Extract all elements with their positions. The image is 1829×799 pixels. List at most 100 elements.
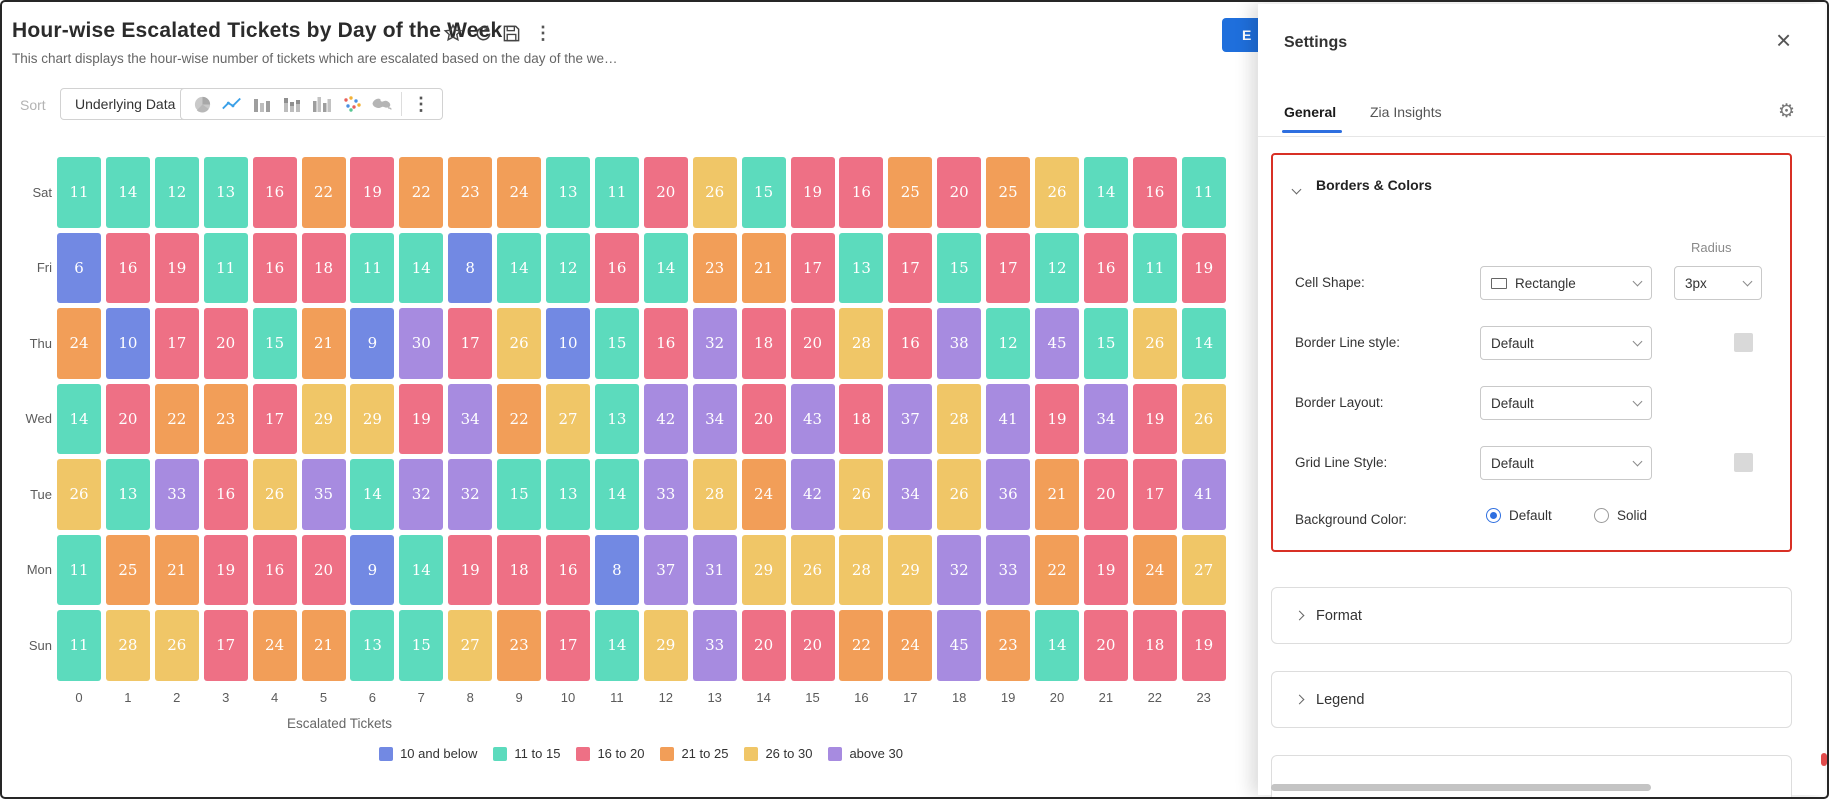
heatmap-cell[interactable]: 13	[546, 157, 590, 228]
heatmap-cell[interactable]: 28	[105, 610, 150, 681]
heatmap-cell[interactable]: 14	[350, 459, 395, 530]
line-chart-icon[interactable]	[217, 91, 247, 117]
border-line-style-dropdown[interactable]: Default	[1480, 326, 1652, 360]
heatmap-cell[interactable]: 18	[839, 383, 884, 454]
heatmap-cell[interactable]: 20	[643, 157, 688, 228]
heatmap-cell[interactable]: 14	[1035, 610, 1079, 681]
heatmap-cell[interactable]: 20	[301, 534, 346, 605]
heatmap-cell[interactable]: 25	[986, 157, 1031, 228]
heatmap-cell[interactable]: 19	[350, 157, 395, 228]
heatmap-cell[interactable]: 31	[692, 534, 737, 605]
combo-bar-chart-icon[interactable]	[307, 91, 337, 117]
heatmap-cell[interactable]: 9	[350, 308, 395, 379]
heatmap-cell[interactable]: 26	[839, 459, 884, 530]
heatmap-cell[interactable]: 41	[986, 383, 1031, 454]
star-icon[interactable]	[442, 22, 464, 44]
heatmap-cell[interactable]: 23	[203, 383, 248, 454]
heatmap-cell[interactable]: 26	[1181, 383, 1226, 454]
heatmap-cell[interactable]: 19	[203, 534, 248, 605]
heatmap-cell[interactable]: 33	[154, 459, 199, 530]
heatmap-cell[interactable]: 24	[57, 308, 101, 379]
heatmap-cell[interactable]: 24	[888, 610, 933, 681]
heatmap-cell[interactable]: 18	[1132, 610, 1177, 681]
heatmap-cell[interactable]: 18	[497, 534, 542, 605]
heatmap-cell[interactable]: 12	[986, 308, 1031, 379]
background-default-radio[interactable]: Default	[1486, 508, 1552, 523]
heatmap-cell[interactable]: 17	[448, 308, 493, 379]
heatmap-cell[interactable]: 17	[1132, 459, 1177, 530]
heatmap-cell[interactable]: 15	[937, 232, 982, 303]
heatmap-cell[interactable]: 28	[692, 459, 737, 530]
heatmap-cell[interactable]: 32	[448, 459, 493, 530]
heatmap-cell[interactable]: 20	[1083, 459, 1128, 530]
heatmap-cell[interactable]: 24	[741, 459, 786, 530]
heatmap-cell[interactable]: 10	[105, 308, 150, 379]
heatmap-cell[interactable]: 20	[203, 308, 248, 379]
heatmap-cell[interactable]: 16	[1083, 232, 1128, 303]
heatmap-cell[interactable]: 33	[643, 459, 688, 530]
heatmap-cell[interactable]: 19	[399, 383, 444, 454]
heatmap-cell[interactable]: 19	[1181, 610, 1226, 681]
heatmap-cell[interactable]: 29	[888, 534, 933, 605]
heatmap-cell[interactable]: 13	[839, 232, 884, 303]
heatmap-cell[interactable]: 26	[252, 459, 297, 530]
gear-icon[interactable]: ⚙	[1778, 101, 1796, 122]
heatmap-cell[interactable]: 38	[937, 308, 982, 379]
heatmap-cell[interactable]: 21	[301, 610, 346, 681]
heatmap-cell[interactable]: 17	[154, 308, 199, 379]
heatmap-cell[interactable]: 12	[154, 157, 199, 228]
heatmap-cell[interactable]: 22	[839, 610, 884, 681]
heatmap-cell[interactable]: 26	[154, 610, 199, 681]
heatmap-cell[interactable]: 32	[399, 459, 444, 530]
heatmap-cell[interactable]: 17	[986, 232, 1031, 303]
heatmap-cell[interactable]: 19	[1132, 383, 1177, 454]
section-borders-colors[interactable]: Borders & Colors	[1316, 177, 1432, 193]
heatmap-cell[interactable]: 16	[643, 308, 688, 379]
heatmap-cell[interactable]: 26	[692, 157, 737, 228]
heatmap-cell[interactable]: 28	[839, 308, 884, 379]
heatmap-cell[interactable]: 14	[497, 232, 542, 303]
heatmap-cell[interactable]: 19	[790, 157, 835, 228]
section-format[interactable]: Format	[1271, 587, 1792, 644]
heatmap-cell[interactable]: 11	[350, 232, 395, 303]
refresh-icon[interactable]	[472, 22, 494, 44]
heatmap-cell[interactable]: 25	[105, 534, 150, 605]
heatmap-cell[interactable]: 20	[741, 610, 786, 681]
legend-item[interactable]: 10 and below	[379, 746, 477, 761]
heatmap-cell[interactable]: 19	[1035, 383, 1079, 454]
heatmap-cell[interactable]: 19	[1083, 534, 1128, 605]
sort-button[interactable]: Sort	[20, 97, 46, 113]
tab-general[interactable]: General	[1284, 104, 1337, 120]
heatmap-cell[interactable]: 25	[888, 157, 933, 228]
heatmap-cell[interactable]: 19	[448, 534, 493, 605]
heatmap-cell[interactable]: 11	[57, 157, 101, 228]
underlying-data-button[interactable]: Underlying Data	[60, 88, 191, 120]
heatmap-cell[interactable]: 35	[301, 459, 346, 530]
heatmap-cell[interactable]: 23	[448, 157, 493, 228]
heatmap-cell[interactable]: 11	[203, 232, 248, 303]
heatmap-cell[interactable]: 16	[252, 534, 297, 605]
heatmap-cell[interactable]: 20	[937, 157, 982, 228]
vertical-scrollbar-thumb[interactable]	[1821, 753, 1827, 766]
heatmap-cell[interactable]: 21	[1035, 459, 1079, 530]
heatmap-cell[interactable]: 34	[888, 459, 933, 530]
legend-item[interactable]: 26 to 30	[744, 746, 812, 761]
heatmap-cell[interactable]: 37	[888, 383, 933, 454]
heatmap-cell[interactable]: 30	[399, 308, 444, 379]
heatmap-cell[interactable]: 28	[839, 534, 884, 605]
heatmap-cell[interactable]: 8	[594, 534, 639, 605]
grid-line-color-swatch[interactable]	[1734, 453, 1753, 472]
radius-dropdown[interactable]: 3px	[1674, 266, 1762, 300]
heatmap-cell[interactable]: 13	[594, 383, 639, 454]
heatmap-cell[interactable]: 20	[1083, 610, 1128, 681]
heatmap-cell[interactable]: 34	[1083, 383, 1128, 454]
heatmap-cell[interactable]: 14	[643, 232, 688, 303]
heatmap-cell[interactable]: 14	[399, 534, 444, 605]
kebab-menu-icon[interactable]: ⋮	[534, 22, 552, 43]
heatmap-cell[interactable]: 20	[741, 383, 786, 454]
heatmap-cell[interactable]: 15	[594, 308, 639, 379]
legend-item[interactable]: 21 to 25	[660, 746, 728, 761]
heatmap-cell[interactable]: 29	[301, 383, 346, 454]
scatter-chart-icon[interactable]	[337, 91, 367, 117]
heatmap-cell[interactable]: 22	[301, 157, 346, 228]
